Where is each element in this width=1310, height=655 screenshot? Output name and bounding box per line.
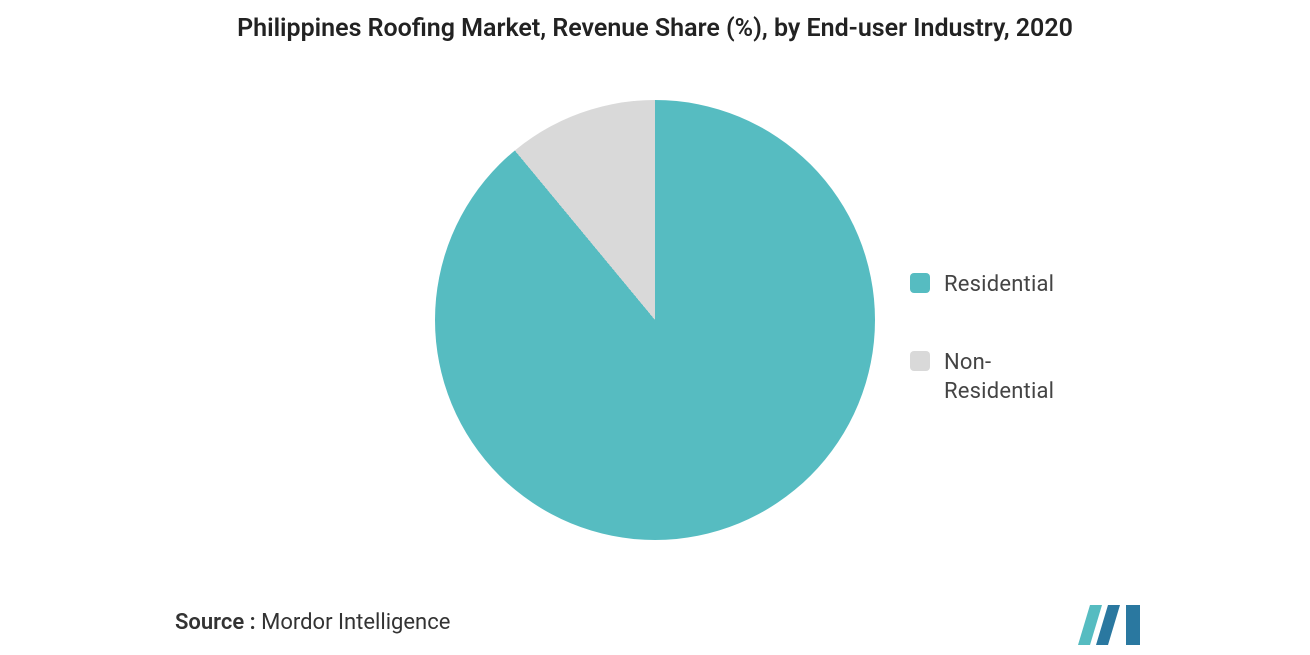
chart-card: Philippines Roofing Market, Revenue Shar…: [0, 0, 1310, 655]
source-label: Source :: [175, 610, 256, 635]
pie-chart: [435, 100, 875, 540]
legend-swatch-residential: [910, 273, 930, 293]
logo-bar-3: [1126, 605, 1140, 645]
legend-label-nonresidential: Non-Residential: [944, 348, 1074, 407]
source-attribution: Source : Mordor Intelligence: [175, 610, 450, 635]
source-value: Mordor Intelligence: [261, 610, 450, 635]
legend-swatch-nonresidential: [910, 351, 930, 371]
brand-logo-svg: [1078, 605, 1140, 645]
legend-label-residential: Residential: [944, 270, 1054, 300]
brand-logo: [1078, 605, 1140, 649]
chart-title: Philippines Roofing Market, Revenue Shar…: [0, 14, 1310, 43]
legend-item-nonresidential: Non-Residential: [910, 348, 1074, 407]
legend: Residential Non-Residential: [910, 270, 1074, 455]
pie-graphic: [435, 100, 875, 540]
legend-item-residential: Residential: [910, 270, 1074, 300]
